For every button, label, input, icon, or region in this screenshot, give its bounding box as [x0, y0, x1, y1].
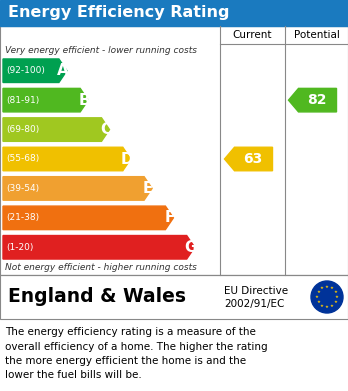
Text: C: C	[100, 122, 111, 137]
Text: ★: ★	[316, 290, 320, 294]
Text: overall efficiency of a home. The higher the rating: overall efficiency of a home. The higher…	[5, 341, 268, 352]
Text: Potential: Potential	[294, 30, 339, 40]
Text: B: B	[78, 93, 90, 108]
Text: ★: ★	[315, 295, 319, 299]
Text: (1-20): (1-20)	[6, 243, 33, 252]
Text: the more energy efficient the home is and the: the more energy efficient the home is an…	[5, 356, 246, 366]
Text: ★: ★	[330, 286, 334, 291]
Polygon shape	[288, 88, 337, 112]
Text: 82: 82	[307, 93, 326, 107]
Text: D: D	[120, 151, 133, 167]
Text: Energy Efficiency Rating: Energy Efficiency Rating	[8, 5, 229, 20]
Text: A: A	[57, 63, 69, 78]
Text: (55-68): (55-68)	[6, 154, 39, 163]
Polygon shape	[3, 235, 195, 259]
Text: England & Wales: England & Wales	[8, 287, 186, 307]
Text: 63: 63	[243, 152, 262, 166]
Text: Current: Current	[233, 30, 272, 40]
Text: EU Directive: EU Directive	[224, 286, 288, 296]
Polygon shape	[3, 206, 173, 230]
Text: The energy efficiency rating is a measure of the: The energy efficiency rating is a measur…	[5, 327, 256, 337]
Polygon shape	[3, 118, 110, 141]
Text: ★: ★	[334, 300, 338, 304]
Text: (81-91): (81-91)	[6, 96, 39, 105]
Text: (39-54): (39-54)	[6, 184, 39, 193]
Text: (92-100): (92-100)	[6, 66, 45, 75]
Text: Not energy efficient - higher running costs: Not energy efficient - higher running co…	[5, 263, 197, 272]
Text: lower the fuel bills will be.: lower the fuel bills will be.	[5, 371, 142, 380]
Polygon shape	[3, 88, 88, 112]
Text: E: E	[143, 181, 153, 196]
Text: F: F	[164, 210, 175, 225]
Text: ★: ★	[320, 304, 324, 308]
Polygon shape	[3, 177, 152, 200]
Text: ★: ★	[325, 285, 329, 289]
Bar	[0, 0, 348, 26]
Text: Very energy efficient - lower running costs: Very energy efficient - lower running co…	[5, 46, 197, 55]
Polygon shape	[3, 59, 67, 83]
Text: (69-80): (69-80)	[6, 125, 39, 134]
Text: (21-38): (21-38)	[6, 213, 39, 222]
Bar	[0, 275, 348, 319]
Polygon shape	[3, 147, 131, 171]
Circle shape	[311, 281, 343, 313]
Text: ★: ★	[325, 305, 329, 309]
Text: ★: ★	[320, 286, 324, 291]
Text: ★: ★	[334, 290, 338, 294]
Polygon shape	[224, 147, 272, 171]
Text: ★: ★	[335, 295, 339, 299]
Text: 2002/91/EC: 2002/91/EC	[224, 299, 284, 309]
Text: ★: ★	[330, 304, 334, 308]
Text: ★: ★	[316, 300, 320, 304]
Text: G: G	[184, 240, 197, 255]
Bar	[0, 26, 348, 275]
